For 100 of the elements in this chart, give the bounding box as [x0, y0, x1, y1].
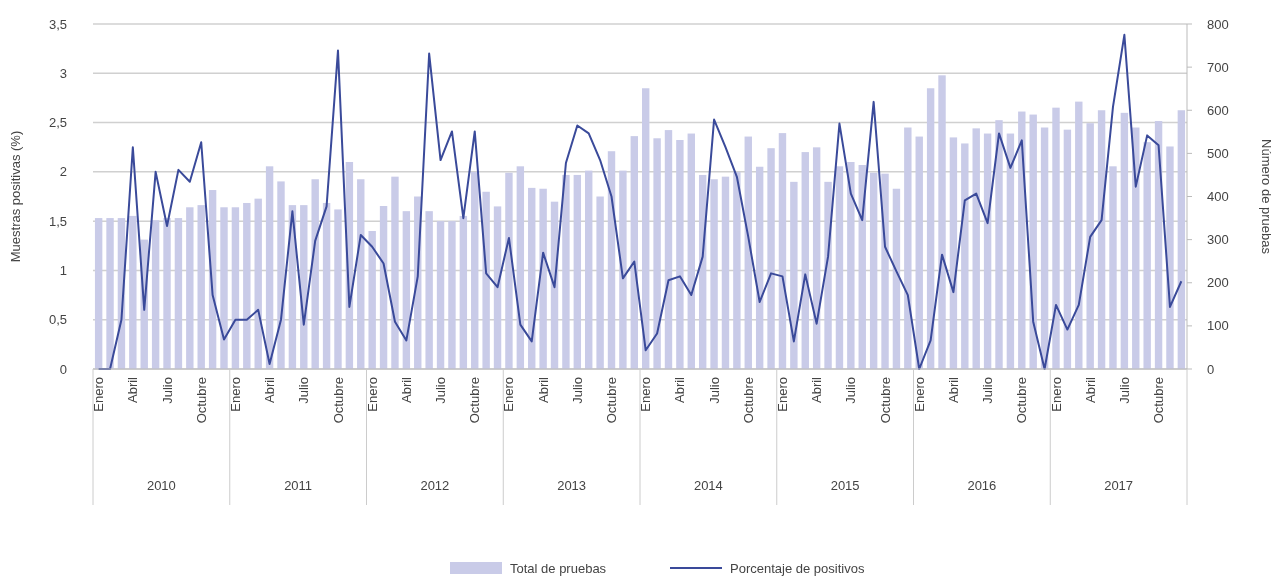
bar: [835, 166, 844, 369]
bar: [106, 218, 114, 369]
bar: [379, 205, 388, 369]
bar: [1086, 123, 1094, 369]
x-tick-label: Julio: [159, 377, 175, 404]
bar: [972, 128, 980, 369]
bar: [687, 133, 695, 369]
bar: [129, 215, 137, 369]
text: 2012: [420, 478, 450, 493]
bar: [186, 207, 194, 369]
legend-label: Total de pruebas: [510, 560, 607, 576]
text: 2013: [557, 478, 587, 493]
y2-tick-label: 0: [1207, 361, 1215, 377]
bar: [926, 88, 935, 369]
bar: [778, 133, 787, 369]
bar: [1029, 114, 1037, 369]
x-tick-label: Julio: [1116, 377, 1132, 404]
x-tick-label: Julio: [296, 377, 312, 404]
y2-tick-label: 100: [1207, 318, 1229, 334]
bar: [231, 207, 240, 369]
bar: [710, 179, 718, 369]
y-axis-title: Muestras positivas (%): [8, 130, 23, 263]
y-tick-label: 3,5: [48, 16, 67, 32]
bar: [151, 220, 160, 369]
bar: [607, 151, 616, 369]
y2-tick-label: 500: [1207, 145, 1229, 161]
x-tick-label: Octubre: [1014, 377, 1030, 424]
bar: [493, 206, 502, 369]
x-tick-label: Enero: [91, 377, 107, 412]
bar: [1006, 133, 1015, 369]
bar: [220, 207, 228, 369]
x-tick-label: Abril: [125, 376, 141, 404]
x-tick-label: Octubre: [330, 377, 346, 424]
x-tick-label: Enero: [775, 377, 791, 412]
x-tick-label: Octubre: [193, 377, 209, 424]
y-tick-label: 1,5: [48, 213, 67, 229]
bar: [915, 136, 923, 369]
bar: [938, 75, 946, 369]
bar: [163, 218, 171, 369]
y-tick-label: 3: [59, 65, 67, 81]
x-tick-label: Abril: [672, 376, 688, 404]
bar: [197, 205, 205, 369]
x-tick-label: Julio: [569, 377, 585, 404]
bar: [243, 202, 251, 369]
bar: [436, 221, 445, 369]
bar: [733, 171, 741, 369]
bar: [277, 181, 285, 369]
x-tick-label: Octubre: [467, 377, 483, 424]
bar: [1109, 166, 1117, 369]
bar: [368, 231, 376, 369]
bar: [562, 174, 570, 369]
bar: [573, 174, 582, 369]
x-tick-label: Enero: [638, 377, 654, 412]
y2-tick-label: 700: [1207, 59, 1229, 75]
bar: [482, 191, 490, 369]
bar: [254, 198, 262, 369]
bar: [1120, 112, 1129, 369]
bar: [755, 166, 764, 369]
bar: [1075, 101, 1083, 369]
bar: [1143, 142, 1151, 369]
text: 2011: [284, 478, 313, 493]
bar: [1177, 110, 1186, 369]
bar: [653, 138, 661, 369]
bar: [471, 171, 479, 369]
bar: [1040, 127, 1049, 369]
x-tick-label: Enero: [501, 377, 517, 412]
y-tick-label: 0: [59, 361, 67, 377]
bar: [539, 188, 547, 369]
x-tick-label: Octubre: [740, 377, 756, 424]
x-tick-label: Abril: [535, 376, 551, 404]
bar: [676, 140, 684, 369]
bar: [812, 147, 821, 369]
x-tick-label: Abril: [945, 376, 961, 404]
bar: [1063, 129, 1072, 369]
bar: [642, 88, 650, 369]
y-tick-label: 2: [59, 164, 67, 180]
bar: [881, 173, 889, 369]
x-tick-label: Octubre: [877, 377, 893, 424]
bar: [949, 137, 958, 369]
bar: [311, 179, 319, 369]
bar: [961, 143, 969, 369]
bar: [448, 221, 456, 369]
x-tick-label: Enero: [911, 377, 927, 412]
text: 2014: [693, 478, 723, 493]
bar: [516, 166, 525, 369]
bar: [357, 179, 365, 369]
x-tick-label: Octubre: [604, 377, 620, 424]
bar: [459, 215, 468, 369]
bar: [983, 133, 992, 369]
bar: [619, 170, 627, 369]
x-tick-label: Julio: [433, 377, 449, 404]
bar: [995, 120, 1003, 369]
bar: [630, 136, 639, 369]
x-tick-label: Abril: [262, 376, 278, 404]
bar: [425, 211, 433, 369]
bar: [904, 127, 912, 369]
bar: [721, 176, 730, 369]
x-tick-label: Julio: [843, 377, 859, 404]
bar: [1166, 146, 1174, 369]
bar: [391, 176, 399, 369]
